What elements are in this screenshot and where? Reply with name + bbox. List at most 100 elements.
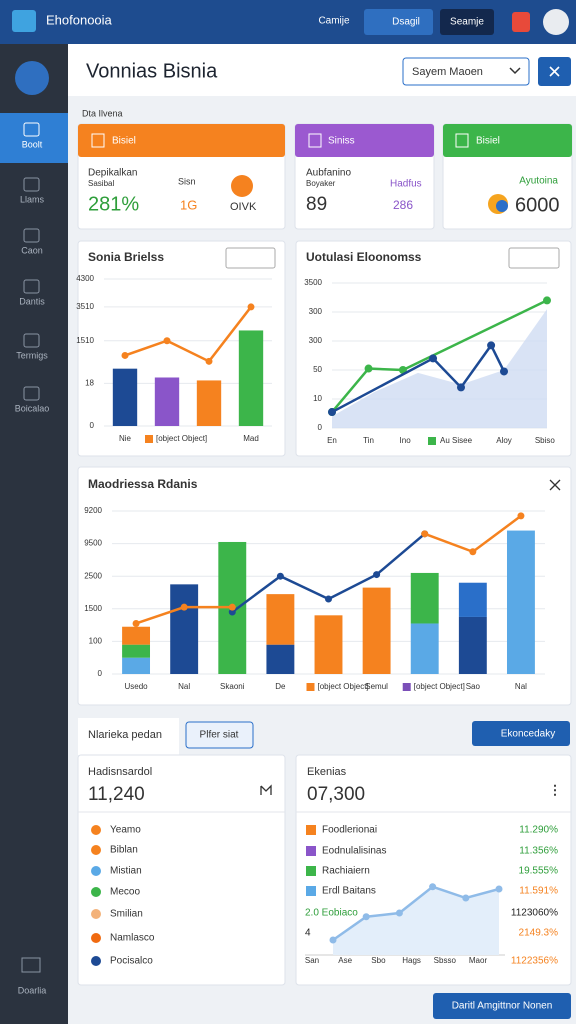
- bar: [196, 380, 222, 426]
- x-tick-label: Aloy: [496, 436, 512, 445]
- row-value: 11.356%: [519, 846, 558, 857]
- bar-segment: [122, 657, 151, 674]
- chart-menu[interactable]: [508, 247, 560, 269]
- x-tick-label: San: [305, 956, 319, 965]
- y-tick-label: 3500: [304, 278, 322, 287]
- line: [331, 299, 548, 413]
- nav-button-label[interactable]: Dsagil: [392, 17, 420, 28]
- action-button[interactable]: [472, 721, 570, 746]
- sidebar-item[interactable]: Dantis: [19, 296, 45, 306]
- line-point: [364, 364, 373, 373]
- row-value: 19.555%: [519, 866, 559, 877]
- footer-button-label[interactable]: Daritl Amgittnor Nonen: [452, 1001, 553, 1012]
- sidebar-footer[interactable]: Doarlia: [18, 985, 47, 995]
- row-swatch: [306, 886, 316, 896]
- note-value: 1122356%: [511, 956, 558, 967]
- card-stat: 1G: [180, 197, 197, 212]
- card-value: 6000: [515, 194, 560, 216]
- y-tick-label: 50: [313, 365, 322, 374]
- sidebar-icon: [23, 386, 40, 401]
- x-tick-label: Sbo: [371, 956, 386, 965]
- card-value: 89: [306, 194, 327, 215]
- nav-button-label[interactable]: Seamje: [450, 17, 484, 28]
- chart-menu[interactable]: [225, 247, 276, 269]
- card-icon: [231, 175, 253, 197]
- bar-segment: [266, 594, 295, 645]
- filter-button[interactable]: [185, 721, 254, 749]
- list-label: Pocisalco: [110, 956, 153, 967]
- legend-label: [object Object]: [156, 434, 207, 443]
- sidebar-item[interactable]: Caon: [21, 245, 43, 255]
- sidebar-item[interactable]: Boolt: [22, 139, 43, 149]
- card-value: 281%: [88, 193, 139, 215]
- card-stat-label: Hadfus: [390, 179, 422, 190]
- select[interactable]: [402, 57, 530, 86]
- sidebar-item[interactable]: Boicalao: [15, 403, 50, 413]
- panel-title: Hadisnsardol: [88, 766, 152, 778]
- list-label: Namlasco: [110, 933, 155, 944]
- list-label: Smilian: [110, 909, 143, 920]
- panel-value: 07,300: [307, 784, 365, 805]
- note-label: 2.0 Eobiaco: [305, 908, 358, 919]
- card-label: Aubfanino: [306, 168, 351, 179]
- legend-label: [object Object]: [414, 682, 465, 691]
- note-label: 4: [305, 928, 311, 939]
- legend-swatch: [306, 683, 315, 691]
- section-label: Dta Ilvena: [82, 108, 123, 118]
- sidebar-icon: [23, 228, 40, 243]
- nav-button[interactable]: [440, 9, 494, 35]
- y-tick-label: 300: [309, 307, 323, 316]
- tab[interactable]: [78, 718, 179, 755]
- list-dot: [91, 956, 101, 966]
- y-tick-label: 10: [313, 394, 322, 403]
- list-dot: [91, 845, 101, 855]
- x-tick-label: En: [327, 436, 337, 445]
- line-point: [495, 885, 503, 893]
- y-tick-label: 100: [89, 637, 103, 646]
- action-label[interactable]: Ekoncedaky: [501, 729, 555, 740]
- line-point: [205, 357, 213, 365]
- line-point: [429, 354, 438, 363]
- y-tick-label: 3510: [76, 302, 94, 311]
- y-tick-label: 1500: [84, 604, 102, 613]
- menu-dots[interactable]: ⋮: [549, 782, 562, 797]
- bar: [154, 377, 180, 426]
- notification-icon[interactable]: [512, 12, 530, 32]
- logo: [12, 10, 36, 32]
- nav-link[interactable]: Camije: [318, 16, 350, 27]
- sidebar-item[interactable]: Llams: [20, 194, 45, 204]
- card-icon: [308, 133, 322, 148]
- card-title: Bisiel: [476, 136, 500, 147]
- x-tick-label: Usedo: [124, 682, 148, 691]
- panel-icon: [260, 784, 272, 795]
- close-icon: [549, 66, 560, 77]
- y-tick-label: 0: [90, 421, 95, 430]
- close-icon[interactable]: [549, 479, 561, 491]
- sidebar-item[interactable]: Termigs: [16, 350, 48, 360]
- list-dot: [91, 866, 101, 876]
- nav-button[interactable]: [364, 9, 433, 35]
- line: [332, 885, 500, 942]
- y-tick-label: 300: [309, 336, 323, 345]
- row-value: 11.290%: [519, 825, 558, 836]
- filter-label[interactable]: Plfer siat: [200, 730, 239, 741]
- x-tick-label: Nal: [178, 682, 190, 691]
- row-label: Foodlerionai: [322, 825, 377, 836]
- row-label: Eodnulalisinas: [322, 846, 387, 857]
- line-point: [325, 595, 332, 603]
- avatar[interactable]: [543, 9, 569, 35]
- y-tick-label: 18: [85, 378, 94, 387]
- line-point: [543, 296, 551, 305]
- bar-segment: [122, 626, 151, 645]
- line-point: [421, 530, 429, 538]
- note-value: 2149.3%: [519, 928, 559, 939]
- line-point: [163, 337, 171, 345]
- footer-button[interactable]: [433, 993, 571, 1019]
- select-label[interactable]: Sayem Maoen: [412, 66, 483, 78]
- tab-label[interactable]: Nlarieka pedan: [88, 729, 162, 741]
- line-point: [362, 913, 370, 921]
- line-point: [373, 571, 381, 579]
- line-point: [328, 408, 336, 417]
- card-header: [295, 124, 434, 157]
- x-tick-label: Skaoni: [220, 682, 245, 691]
